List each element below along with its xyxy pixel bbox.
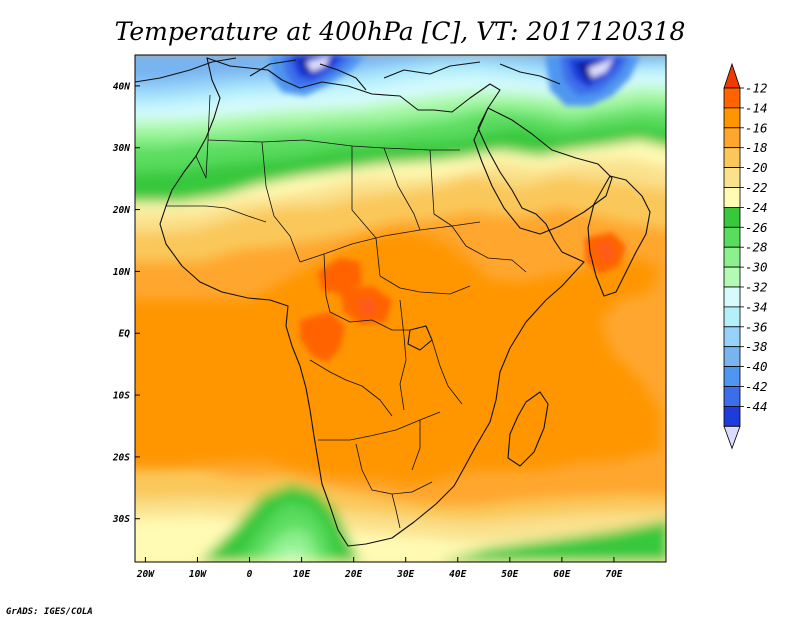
europe-coastline xyxy=(135,57,561,91)
colorbar-swatch xyxy=(723,286,741,308)
colorbar-label: -26 xyxy=(745,220,768,235)
field-south-30 xyxy=(272,548,308,562)
lon-tick-label: 10E xyxy=(293,569,310,580)
colorbar-label: -24 xyxy=(745,200,768,215)
colorbar-swatch xyxy=(723,147,741,168)
lon-tick-label: 30E xyxy=(396,569,414,580)
coastlines xyxy=(135,57,651,547)
colorbar-label: -18 xyxy=(745,140,768,155)
arabia-coastline xyxy=(473,107,613,235)
lat-tick-label: 10S xyxy=(113,391,130,402)
colorbar-label: -38 xyxy=(745,339,768,354)
colorbar-top-arrow xyxy=(723,62,741,89)
colorbar-swatch xyxy=(723,87,741,109)
colorbar-label: -16 xyxy=(745,120,768,135)
colorbar-swatch xyxy=(723,366,741,387)
lon-tick-label: 70E xyxy=(605,569,622,580)
lon-tick-label: 60E xyxy=(553,569,570,580)
colorbar-swatch xyxy=(723,405,741,427)
lake-victoria xyxy=(407,325,433,351)
lat-tick-label: 30N xyxy=(112,143,130,154)
colorbar-swatch xyxy=(723,306,741,328)
colorbar-swatch xyxy=(723,206,741,228)
colorbar-label: -20 xyxy=(745,160,768,175)
colorbar-swatch xyxy=(723,107,741,129)
lon-tick-label: 20W xyxy=(136,569,155,580)
colorbar-swatch xyxy=(723,326,741,348)
cold-core-extreme-west xyxy=(306,56,330,72)
colorbar-label: -28 xyxy=(745,240,768,255)
colorbar-label: -34 xyxy=(745,299,768,314)
lon-tick-label: 10W xyxy=(189,569,207,580)
lat-tick-label: EQ xyxy=(119,329,131,340)
colorbar-label: -32 xyxy=(745,280,768,295)
field-band-38 xyxy=(135,55,666,82)
lat-tick-label: 20S xyxy=(112,452,130,463)
colorbar: -12 -14 -16 -18 -20 -22 -24 -26 -28 -30 -32 -34 -36 -… xyxy=(723,62,768,450)
credit-label: GrADS: IGES/COLA xyxy=(6,607,93,617)
country-borders xyxy=(166,94,527,529)
colorbar-swatch xyxy=(723,346,741,368)
colorbar-label: -42 xyxy=(745,379,768,394)
colorbar-swatch xyxy=(723,266,741,288)
colorbar-swatch xyxy=(723,226,741,248)
colorbar-swatch xyxy=(723,127,741,149)
lat-tick-label: 10N xyxy=(113,267,130,278)
africa-coastline xyxy=(159,57,585,547)
colorbar-swatch xyxy=(723,167,741,188)
colorbar-label: -36 xyxy=(745,319,768,334)
warm-patch-congo xyxy=(300,312,345,362)
field-band-14 xyxy=(135,232,660,486)
colorbar-label: -44 xyxy=(745,399,768,414)
cold-core-extreme-east xyxy=(588,58,614,78)
chart-title: Temperature at 400hPa [C], VT: 201712031… xyxy=(115,17,686,46)
field-south-24-east xyxy=(438,520,666,562)
india-coastline xyxy=(587,175,651,297)
colorbar-label: -14 xyxy=(745,100,768,115)
colorbar-swatch xyxy=(723,187,741,208)
lat-tick-label: 20N xyxy=(112,205,130,216)
lat-tick-label: 40N xyxy=(113,81,130,92)
plot-frame xyxy=(134,54,667,563)
colorbar-label: -22 xyxy=(745,180,768,195)
lon-tick-label: 50E xyxy=(501,569,518,580)
lat-tick-label: 30S xyxy=(112,514,130,525)
temperature-field xyxy=(135,55,666,562)
warm-max-car xyxy=(356,298,378,316)
lon-tick-label: 40E xyxy=(449,569,466,580)
latitude-ticks: 40N 30N 20N 10N EQ 10S 20S 30S xyxy=(112,81,140,525)
longitude-ticks: 20W 10W 0 10E 20E 30E 40E 50E 60E 70E xyxy=(136,557,623,580)
colorbar-label: -12 xyxy=(745,81,768,96)
colorbar-swatch xyxy=(723,386,741,407)
colorbar-bottom-arrow xyxy=(723,425,741,450)
lon-tick-label: 20E xyxy=(344,569,362,580)
warm-max-india xyxy=(596,242,614,262)
colorbar-label: -30 xyxy=(745,260,768,275)
lon-tick-label: 0 xyxy=(247,569,253,580)
colorbar-swatch xyxy=(723,246,741,268)
warm-patch-cameroon xyxy=(318,258,362,294)
colorbar-label: -40 xyxy=(745,359,768,374)
madagascar-coastline xyxy=(507,391,549,467)
